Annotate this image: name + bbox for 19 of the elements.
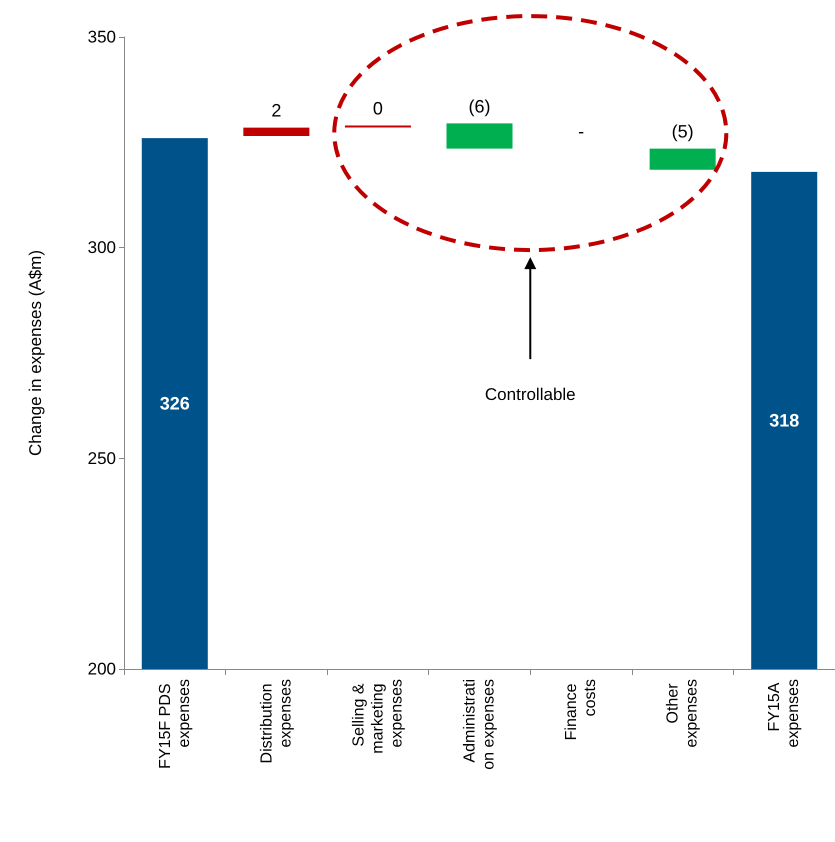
y-tick-label: 350 xyxy=(88,28,116,46)
y-tick-label: 200 xyxy=(88,660,116,678)
data-label: (5) xyxy=(672,122,694,142)
y-tick-label: 300 xyxy=(88,238,116,258)
x-tick-label: Other expenses xyxy=(664,679,701,748)
data-label: 326 xyxy=(160,394,190,414)
data-label: 0 xyxy=(372,98,383,118)
data-label: 318 xyxy=(769,410,800,430)
y-tick-label: 250 xyxy=(88,448,116,468)
data-label: (6) xyxy=(468,96,490,116)
x-tick-label: Distribution expenses xyxy=(258,679,294,764)
annotation: Controllable xyxy=(484,385,576,404)
x-tick-label: FY15F PDS expenses xyxy=(156,679,193,769)
x-tick-label: Finance costs xyxy=(563,679,600,740)
data-label: 2 xyxy=(271,100,282,121)
x-tick-label: Selling & marketing expenses xyxy=(350,679,406,754)
text: - xyxy=(578,122,584,142)
y-axis-title: Change in expenses (A$m) xyxy=(26,250,45,456)
x-tick-label: FY15A expenses xyxy=(766,679,802,748)
